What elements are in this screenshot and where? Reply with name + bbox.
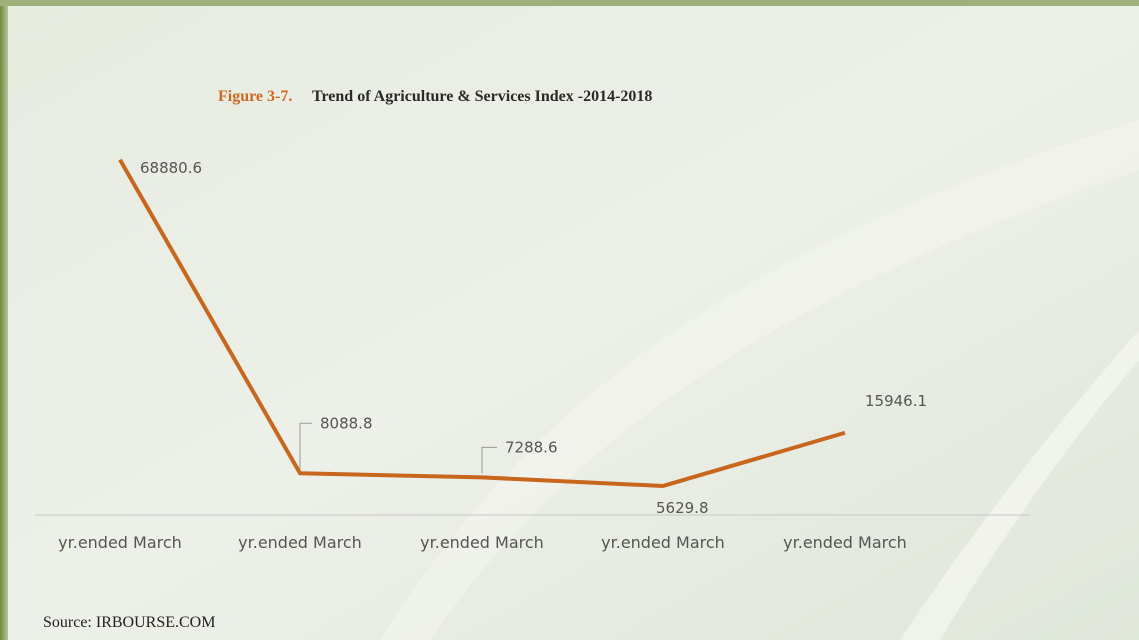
data-label: 8088.8 [320, 414, 373, 432]
x-tick-label: yr.ended March [601, 533, 725, 552]
chart-title: Trend of Agriculture & Services Index -2… [312, 88, 652, 105]
edge-texture [0, 0, 1139, 6]
figure-label: Figure 3-7. [218, 88, 292, 105]
data-label: 7288.6 [505, 438, 558, 456]
background-streak [380, 120, 1139, 640]
edge-texture [0, 0, 8, 640]
data-line [118, 158, 846, 488]
background-streak [900, 330, 1139, 640]
x-tick-label: yr.ended March [783, 533, 907, 552]
x-tick-label: yr.ended March [238, 533, 362, 552]
data-label: 68880.6 [140, 159, 202, 177]
label-leader [299, 422, 312, 470]
source: Source: IRBOURSE.COM [43, 614, 215, 631]
data-label: 15946.1 [865, 392, 927, 410]
x-tick-label: yr.ended March [58, 533, 182, 552]
x-tick-label: yr.ended March [420, 533, 544, 552]
label-leader [481, 446, 497, 474]
data-label: 5629.8 [656, 499, 709, 517]
